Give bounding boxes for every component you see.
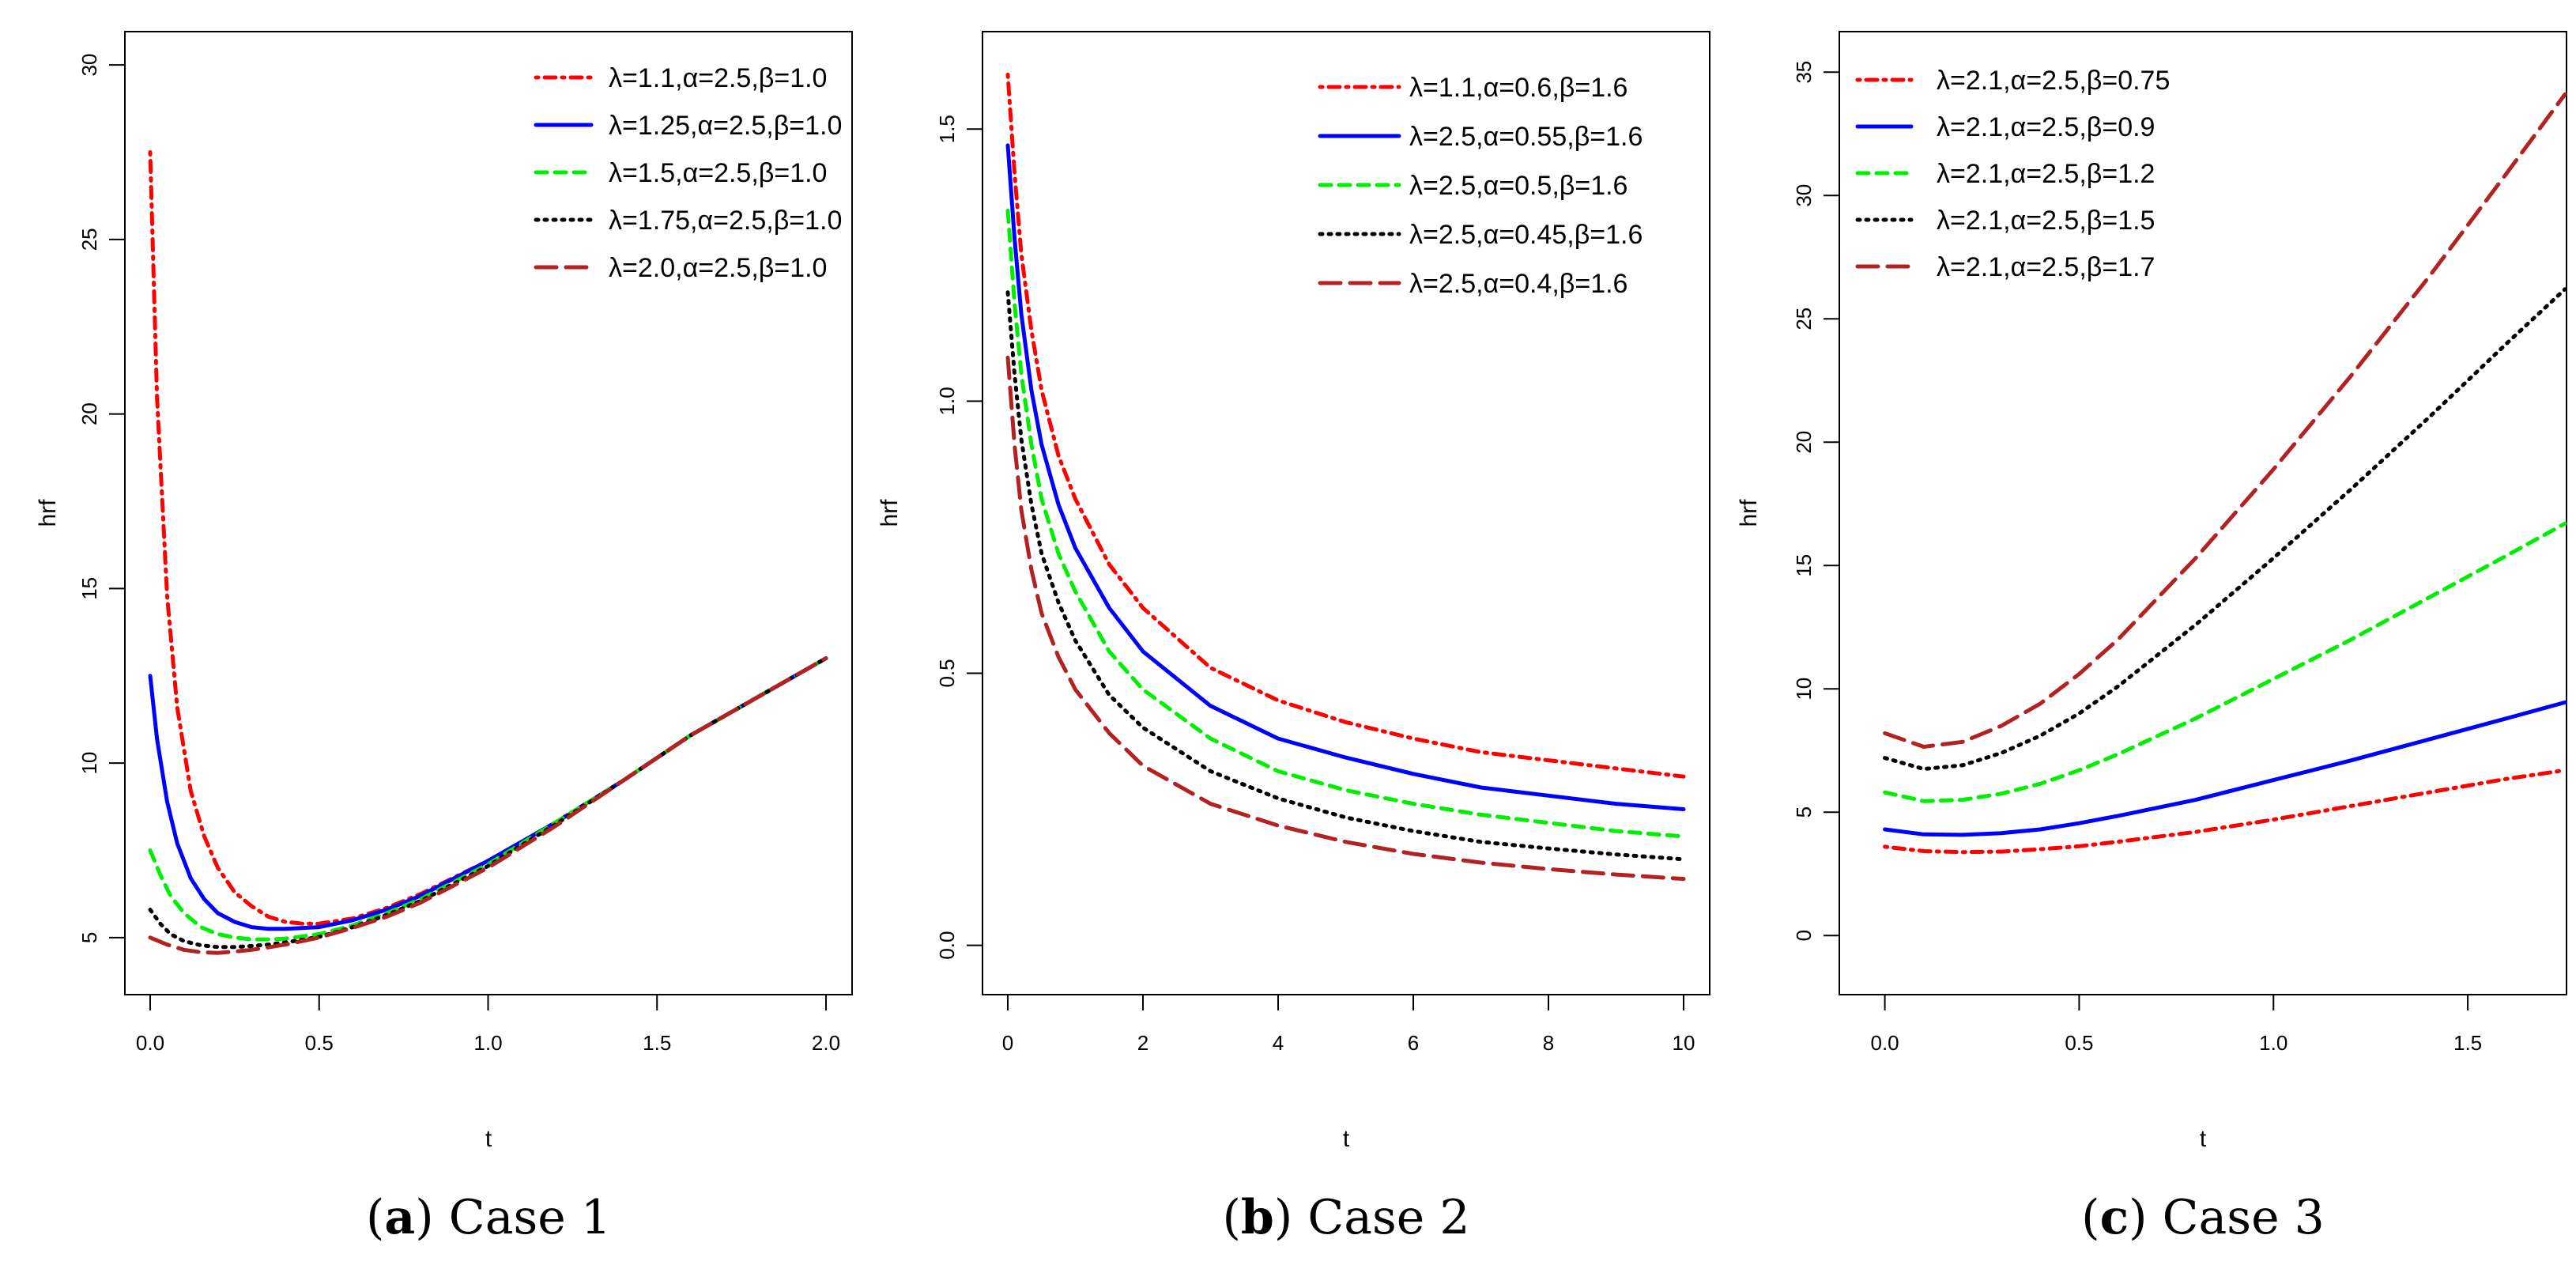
y-tick-label: 25 [77, 228, 101, 251]
series-line-2 [1883, 700, 2567, 837]
caption-label: b [1241, 1190, 1274, 1245]
series-line-4 [1005, 290, 1686, 862]
panel-a: 0.0 0.5 1.0 1.5 2.0 5 10 15 20 25 30 λ=1.1,α=2.5,β… [35, 31, 853, 1245]
legend-label: λ=2.1,α=2.5,β=1.5 [1937, 206, 2155, 236]
legend-label: λ=2.1,α=2.5,β=1.2 [1937, 159, 2155, 189]
legend-label: λ=1.75,α=2.5,β=1.0 [609, 206, 842, 236]
series-lines [1005, 72, 1686, 882]
series-line-1 [148, 150, 828, 926]
axis-ticks: 0 2 4 6 8 10 0.0 0.5 1.0 1.5 [935, 115, 1695, 1055]
y-tick-label: 20 [77, 402, 101, 425]
series-line-4 [1883, 287, 2567, 772]
y-tick-label: 1.0 [935, 387, 959, 415]
legend: λ=2.1,α=2.5,β=0.75 λ=2.1,α=2.5,β=0.9 λ=2.1… [1855, 66, 2170, 282]
axis-ticks: 0.0 0.5 1.0 1.5 2.0 5 10 15 20 25 30 [77, 54, 840, 1055]
series-line-5 [1883, 92, 2567, 749]
legend-label: λ=1.1,α=0.6,β=1.6 [1409, 73, 1627, 103]
x-tick-label: 1.5 [643, 1031, 671, 1055]
x-tick-label: 0.0 [1871, 1031, 1899, 1055]
caption: (c) Case 3 [2081, 1190, 2325, 1245]
y-tick-label: 10 [1792, 678, 1816, 701]
y-tick-label: 0.5 [935, 659, 959, 687]
x-tick-label: 0.5 [305, 1031, 334, 1055]
legend-label: λ=1.5,α=2.5,β=1.0 [609, 158, 827, 188]
series-line-5 [148, 656, 828, 955]
series-line-2 [148, 656, 828, 931]
x-tick-label: 0.0 [136, 1031, 164, 1055]
y-tick-label: 25 [1792, 308, 1816, 330]
x-tick-label: 2.0 [812, 1031, 840, 1055]
y-tick-label: 35 [1792, 61, 1816, 84]
series-line-2 [1005, 143, 1686, 811]
x-tick-label: 6 [1408, 1031, 1419, 1055]
x-tick-label: 0.5 [2065, 1031, 2093, 1055]
legend-label: λ=2.1,α=2.5,β=0.75 [1937, 66, 2170, 96]
plot-frame [1839, 31, 2567, 995]
y-tick-label: 0 [1792, 930, 1816, 941]
x-tick-label: 2 [1137, 1031, 1148, 1055]
x-axis-title: t [2200, 1126, 2207, 1152]
y-tick-label: 15 [1792, 554, 1816, 577]
caption: (b) Case 2 [1222, 1190, 1469, 1245]
legend-label: λ=2.1,α=2.5,β=1.7 [1937, 252, 2155, 282]
x-axis-title: t [1343, 1126, 1350, 1152]
y-tick-label: 1.5 [935, 115, 959, 143]
series-line-5 [1005, 355, 1686, 882]
series-line-3 [1005, 209, 1686, 839]
y-axis-title: hrf [1736, 499, 1762, 527]
y-tick-label: 20 [1792, 431, 1816, 454]
legend-label: λ=1.25,α=2.5,β=1.0 [609, 111, 842, 141]
series-line-3 [148, 656, 828, 942]
x-tick-label: 4 [1273, 1031, 1284, 1055]
series-line-3 [1883, 521, 2567, 803]
y-tick-label: 15 [77, 577, 101, 600]
y-tick-label: 5 [1792, 806, 1816, 818]
y-tick-label: 5 [77, 932, 101, 943]
legend-label: λ=1.1,α=2.5,β=1.0 [609, 63, 827, 93]
caption-text: Case 2 [1307, 1190, 1469, 1245]
x-axis-title: t [485, 1126, 492, 1152]
x-tick-label: 8 [1543, 1031, 1554, 1055]
legend: λ=1.1,α=2.5,β=1.0 λ=1.25,α=2.5,β=1.0 λ=1.5… [534, 63, 842, 283]
y-axis-title: hrf [877, 499, 903, 527]
caption-label: c [2100, 1190, 2129, 1245]
series-lines [1883, 92, 2567, 855]
y-tick-label: 10 [77, 752, 101, 775]
x-tick-label: 10 [1673, 1031, 1695, 1055]
legend-label: λ=2.5,α=0.45,β=1.6 [1409, 220, 1643, 250]
legend-label: λ=2.0,α=2.5,β=1.0 [609, 253, 827, 283]
y-axis-title: hrf [35, 499, 61, 527]
y-tick-label: 0.0 [935, 931, 959, 960]
y-tick-label: 30 [1792, 184, 1816, 207]
x-tick-label: 1.0 [473, 1031, 502, 1055]
caption-text: Case 1 [449, 1190, 611, 1245]
legend-label: λ=2.1,α=2.5,β=0.9 [1937, 112, 2155, 142]
panel-b: 0 2 4 6 8 10 0.0 0.5 1.0 1.5 λ=1.1,α=0.6,β=1.6 λ=2… [877, 31, 1710, 1245]
panel-c: 0.0 0.5 1.0 1.5 0 5 10 15 20 25 30 35 λ=2.1,α=2.5,β… [1736, 31, 2567, 1245]
caption-text: Case 3 [2163, 1190, 2325, 1245]
axis-ticks: 0.0 0.5 1.0 1.5 0 5 10 15 20 25 30 35 [1792, 61, 2482, 1055]
y-tick-label: 30 [77, 54, 101, 77]
series-line-1 [1005, 72, 1686, 779]
legend-label: λ=2.5,α=0.5,β=1.6 [1409, 171, 1627, 201]
legend: λ=1.1,α=0.6,β=1.6 λ=2.5,α=0.55,β=1.6 λ=2.5… [1318, 73, 1643, 299]
caption-label: a [384, 1190, 415, 1245]
x-tick-label: 1.5 [2453, 1031, 2482, 1055]
x-tick-label: 1.0 [2259, 1031, 2287, 1055]
series-lines [148, 150, 828, 955]
legend-label: λ=2.5,α=0.55,β=1.6 [1409, 122, 1643, 152]
x-tick-label: 0 [1002, 1031, 1013, 1055]
series-line-1 [1883, 768, 2567, 855]
caption: (a) Case 1 [366, 1190, 611, 1245]
plot-frame [982, 31, 1710, 995]
legend-label: λ=2.5,α=0.4,β=1.6 [1409, 269, 1627, 299]
